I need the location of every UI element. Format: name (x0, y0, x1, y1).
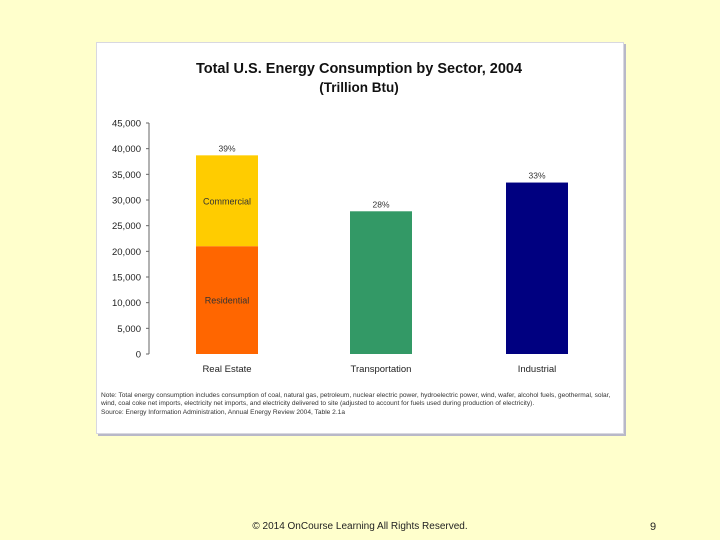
note-text: Note: Total energy consumption includes … (101, 392, 611, 408)
y-tick-label: 35,000 (112, 170, 141, 181)
y-tick-label: 0 (136, 350, 141, 361)
source-text: Source: Energy Information Administratio… (101, 408, 345, 416)
percent-label: 28% (372, 199, 389, 209)
y-tick-label: 45,000 (112, 119, 141, 130)
y-tick-label: 30,000 (112, 196, 141, 207)
plot-area: 0 5,000 10,000 15,000 20,000 25,000 30,000 35,0… (112, 119, 568, 375)
percent-label: 33% (528, 171, 545, 181)
percent-label: 39% (218, 143, 235, 153)
x-category-label: Industrial (518, 364, 557, 375)
x-category-label: Real Estate (202, 364, 251, 375)
page-number: 9 (650, 521, 657, 533)
energy-consumption-chart: Total U.S. Energy Consumption by Sector,… (112, 61, 568, 375)
bar-commercial (196, 155, 258, 247)
chart-subtitle: (Trillion Btu) (319, 80, 398, 95)
bar-transportation (350, 211, 412, 354)
chart-panel: Total U.S. Energy Consumption by Sector,… (96, 42, 624, 434)
chart-notes: Note: Total energy consumption includes … (101, 392, 621, 417)
bar-industrial (506, 182, 568, 354)
y-tick-label: 20,000 (112, 247, 141, 258)
y-tick-label: 15,000 (112, 273, 141, 284)
y-tick-label: 25,000 (112, 221, 141, 232)
copyright-footer: © 2014 OnCourse Learning All Rights Rese… (252, 521, 468, 532)
x-category-label: Transportation (351, 364, 412, 375)
y-tick-label: 40,000 (112, 144, 141, 155)
chart-title: Total U.S. Energy Consumption by Sector,… (196, 61, 522, 77)
bar-residential (196, 246, 258, 354)
y-tick-label: 10,000 (112, 298, 141, 309)
y-tick-label: 5,000 (117, 324, 141, 335)
segment-label: Commercial (203, 196, 251, 206)
segment-label: Residential (205, 296, 250, 306)
